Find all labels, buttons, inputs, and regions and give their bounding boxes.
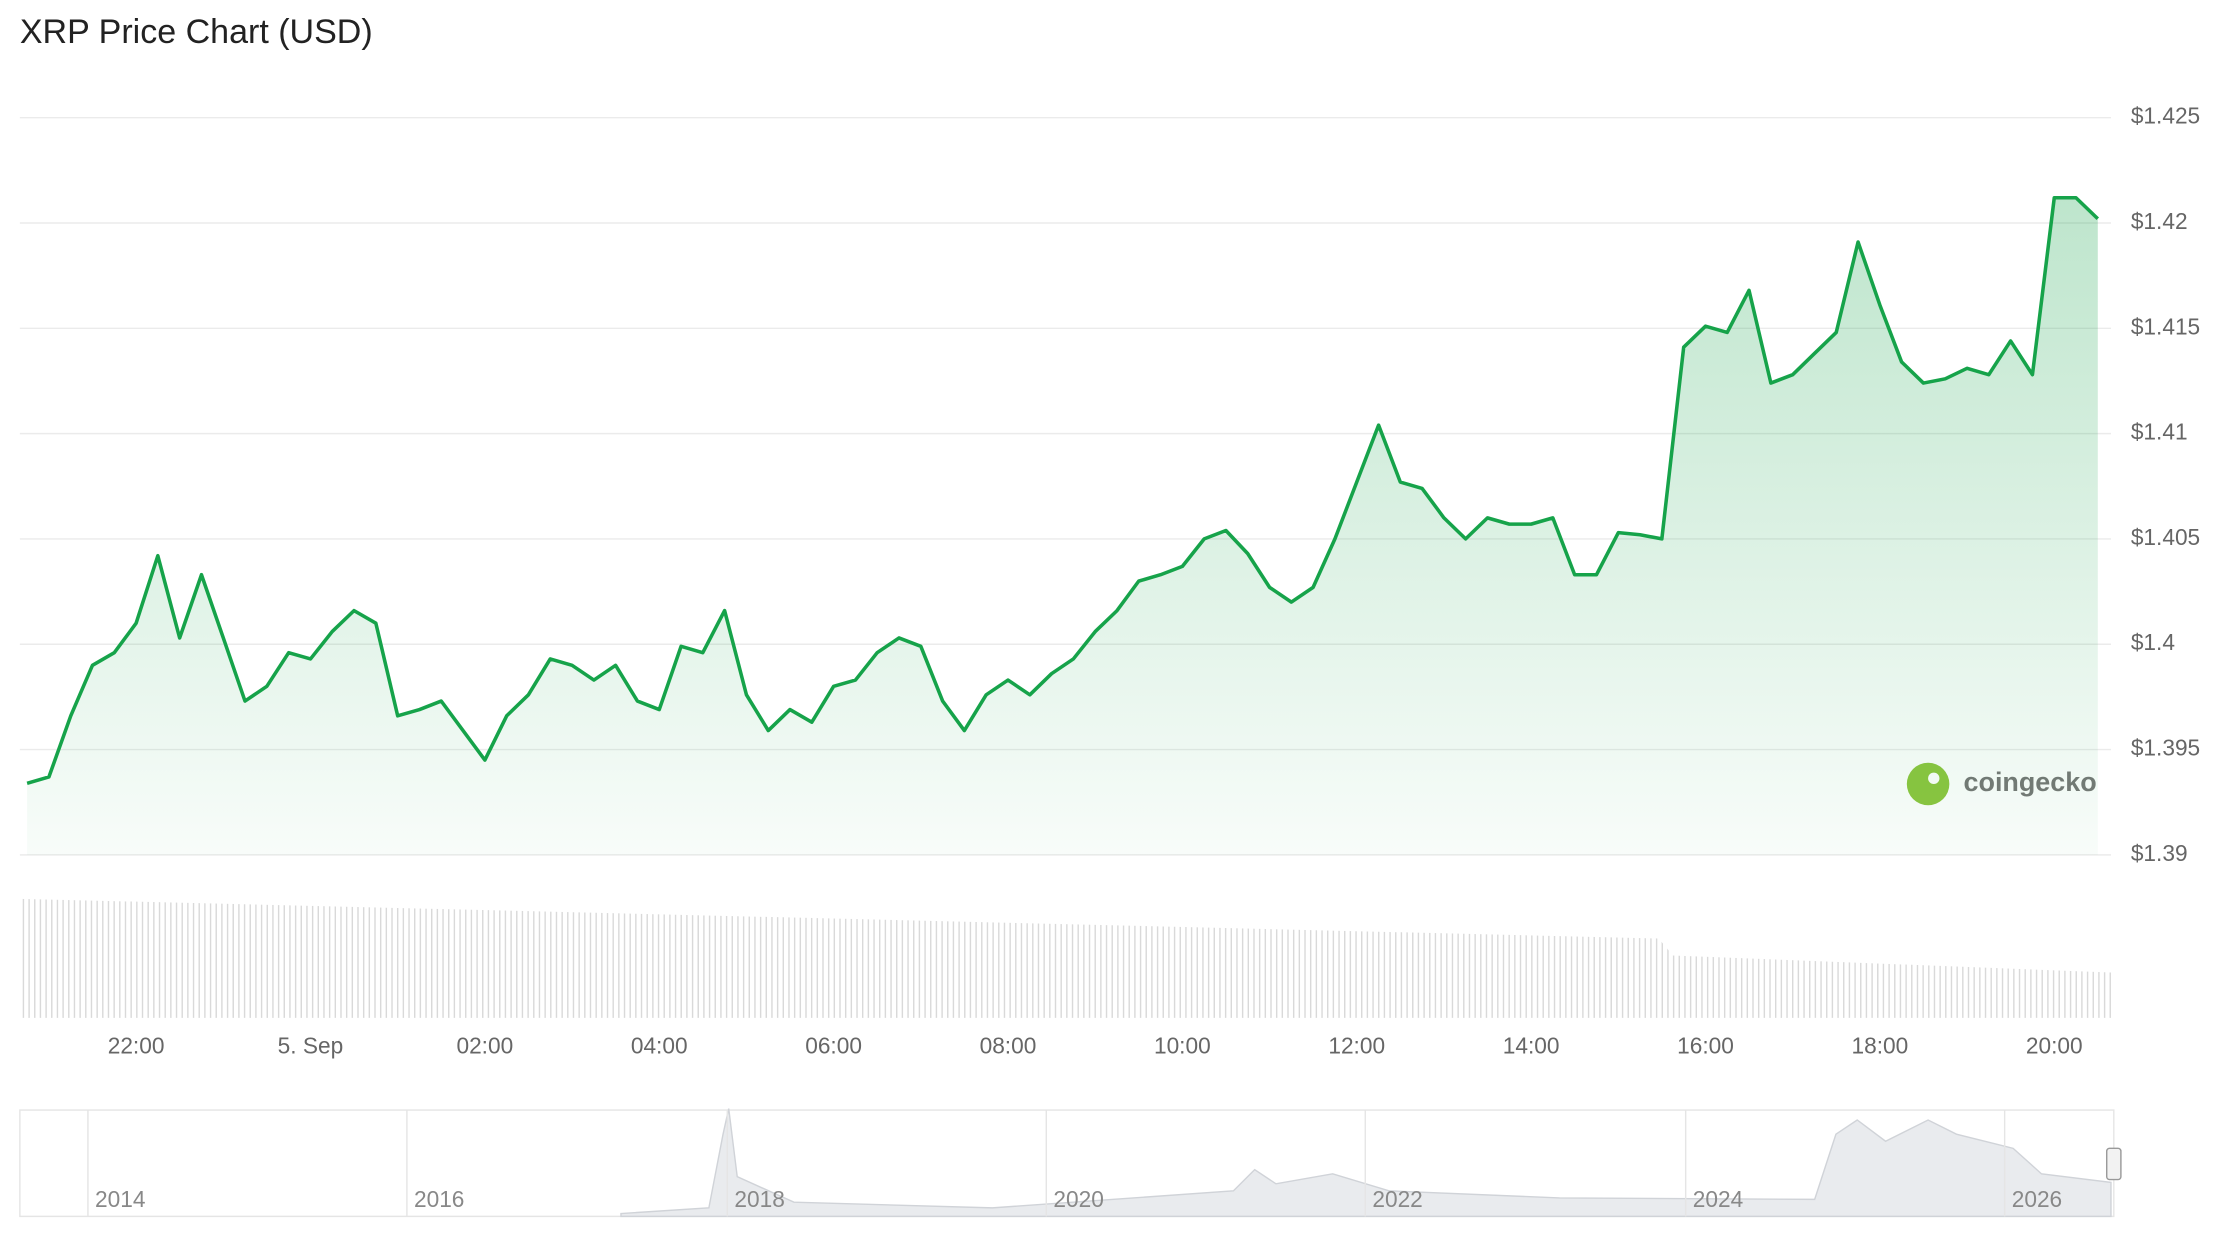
navigator-label: 2024 [1693,1186,1743,1212]
navigator-label: 2020 [1053,1186,1103,1212]
x-tick-label: 08:00 [980,1033,1037,1059]
navigator-label: 2022 [1372,1186,1422,1212]
y-tick-label: $1.4 [2131,629,2175,655]
x-tick-label: 12:00 [1328,1033,1385,1059]
y-tick-label: $1.395 [2131,735,2200,761]
volume-bars [19,898,2111,1018]
y-tick-label: $1.405 [2131,524,2200,550]
x-tick-label: 06:00 [805,1033,862,1059]
x-tick-label: 20:00 [2026,1033,2083,1059]
navigator-label: 2026 [2012,1186,2062,1212]
x-tick-label: 14:00 [1503,1033,1560,1059]
price-area [27,197,2098,855]
chart-title: XRP Price Chart (USD) [20,13,373,51]
y-tick-label: $1.42 [2131,208,2188,234]
y-tick-label: $1.39 [2131,840,2188,866]
x-tick-label: 04:00 [631,1033,688,1059]
navigator-label: 2014 [95,1186,145,1212]
y-tick-label: $1.425 [2131,103,2200,129]
navigator-handle[interactable] [2106,1147,2122,1181]
navigator-label: 2016 [414,1186,464,1212]
x-tick-label: 5. Sep [278,1033,344,1059]
navigator-label: 2018 [734,1186,784,1212]
y-tick-label: $1.415 [2131,313,2200,339]
y-tick-label: $1.41 [2131,419,2188,445]
x-tick-label: 16:00 [1677,1033,1734,1059]
x-tick-label: 18:00 [1851,1033,1908,1059]
x-tick-label: 10:00 [1154,1033,1211,1059]
x-tick-label: 02:00 [456,1033,513,1059]
x-tick-label: 22:00 [108,1033,165,1059]
price-line [26,195,2100,785]
